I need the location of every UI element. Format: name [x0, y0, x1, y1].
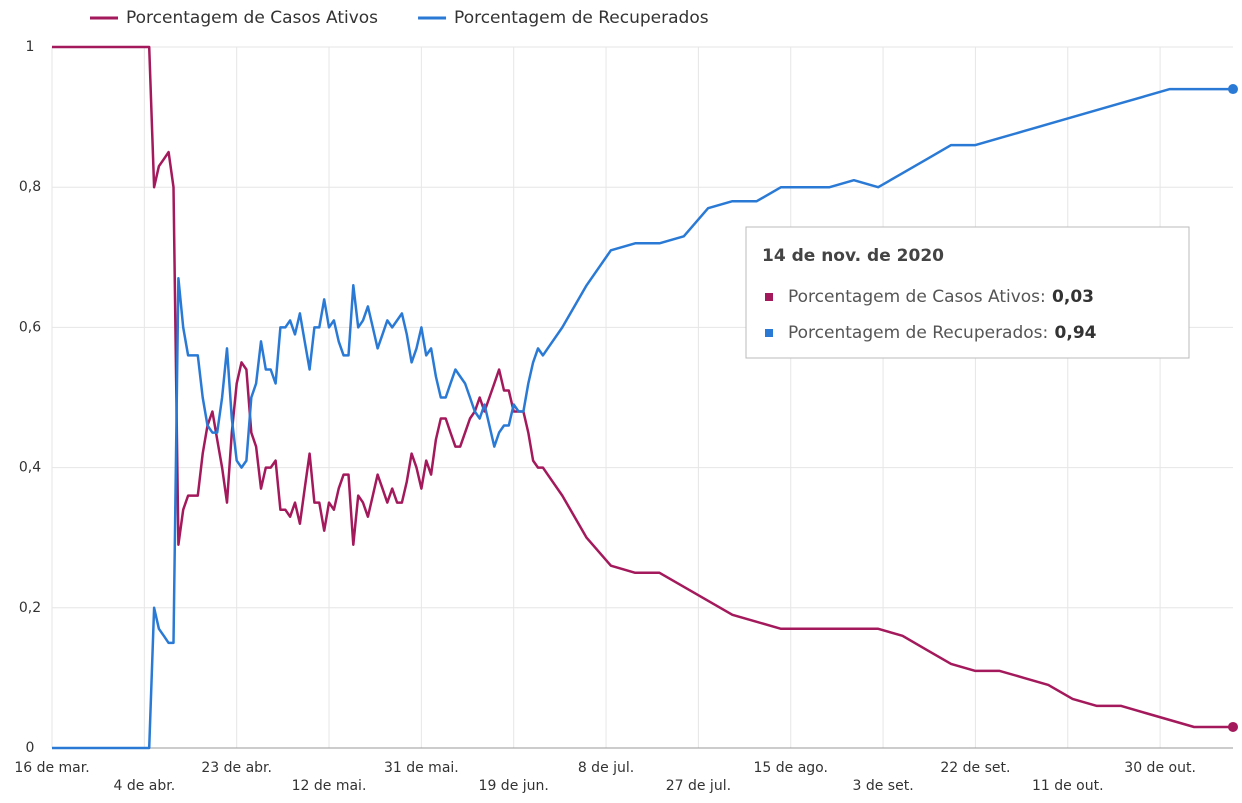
end-point: [1228, 84, 1238, 95]
tooltip-swatch: [765, 329, 773, 337]
tooltip-label: Porcentagem de Casos Ativos: [788, 287, 1040, 307]
x-tick-label: 19 de jun.: [479, 778, 549, 794]
tooltip-colon: :: [1040, 287, 1046, 307]
x-tick-label: 30 de out.: [1124, 760, 1196, 776]
x-tick-label: 31 de mai.: [384, 760, 459, 776]
tooltip-title: 14 de nov. de 2020: [762, 246, 944, 266]
y-tick-label: 0,6: [19, 319, 41, 335]
series-line: [52, 45, 1233, 729]
grid: [51, 46, 1233, 749]
tooltip-box: [745, 226, 1190, 359]
tooltip-value: 0,03: [1052, 287, 1094, 307]
end-point: [1228, 721, 1238, 732]
legend-label: Porcentagem de Casos Ativos: [126, 8, 378, 28]
tooltip-value: 0,94: [1055, 323, 1097, 343]
x-tick-label: 23 de abr.: [201, 760, 272, 776]
x-tick-label: 22 de set.: [940, 760, 1010, 776]
x-tick-label: 4 de abr.: [113, 778, 175, 794]
y-tick-label: 0,4: [19, 460, 41, 476]
x-tick-label: 27 de jul.: [666, 778, 731, 794]
x-tick-label: 12 de mai.: [292, 778, 367, 794]
tooltip: 14 de nov. de 2020 Porcentagem de Casos …: [745, 226, 1190, 359]
y-tick-label: 1: [26, 39, 35, 55]
y-tick-label: 0,8: [19, 179, 41, 195]
x-tick-label: 3 de set.: [852, 778, 913, 794]
y-tick-label: 0,2: [19, 600, 41, 616]
x-tick-label: 8 de jul.: [578, 760, 634, 776]
x-tick-label: 16 de mar.: [14, 760, 89, 776]
plot: [52, 45, 1238, 750]
tooltip-label: Porcentagem de Recuperados: [788, 323, 1043, 343]
x-tick-label: 11 de out.: [1032, 778, 1104, 794]
tooltip-swatch: [765, 293, 773, 301]
x-tick-label: 15 de ago.: [754, 760, 828, 776]
y-tick-label: 0: [26, 740, 35, 756]
legend-label: Porcentagem de Recuperados: [454, 8, 709, 28]
series-line: [52, 87, 1233, 750]
tooltip-colon: :: [1043, 323, 1049, 343]
